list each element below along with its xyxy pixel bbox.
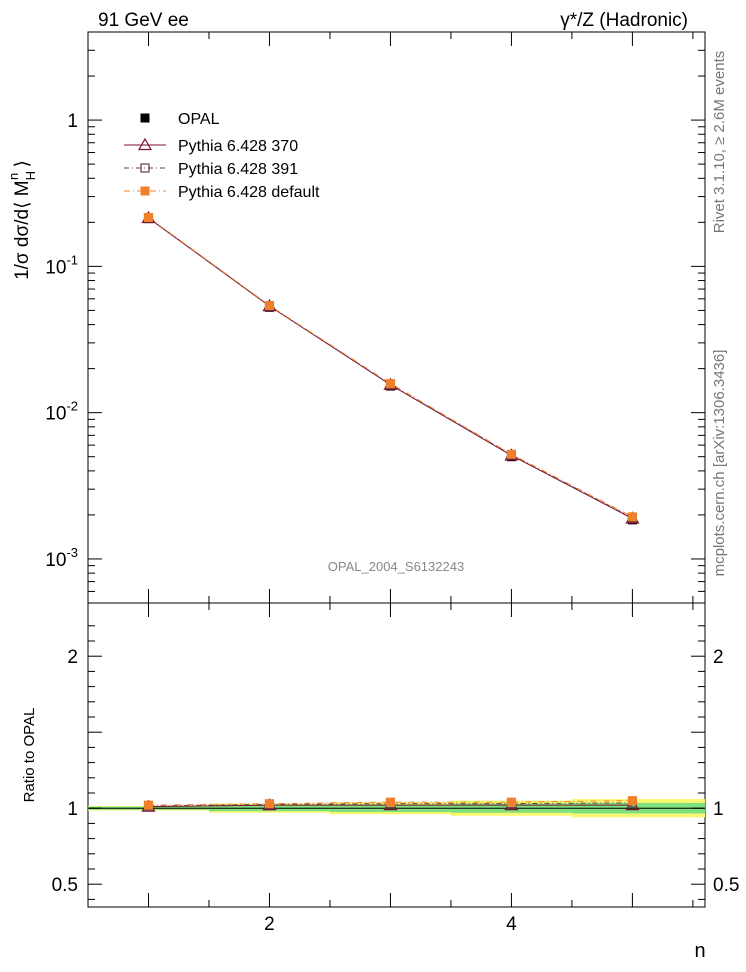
main-series-line [148, 217, 633, 518]
ratio-series-line [148, 800, 633, 806]
legend: OPAL Pythia 6.428 370 Pythia 6.428 391 Pyth… [124, 111, 320, 201]
ratio-data-point [143, 800, 153, 810]
x-tick-label: 4 [506, 914, 517, 935]
x-axis-label: n [694, 940, 705, 962]
ratio-data-point [264, 799, 274, 809]
legend-label: Pythia 6.428 391 [178, 161, 298, 178]
legend-marker [140, 113, 150, 123]
main-y-tick-label: 10-3 [45, 545, 78, 571]
legend-marker [140, 186, 150, 196]
legend-label: Pythia 6.428 default [178, 184, 320, 201]
main-data-point [264, 301, 274, 311]
ratio-data-point [506, 797, 516, 807]
legend-marker [137, 137, 153, 151]
analysis-id: OPAL_2004_S6132243 [328, 559, 464, 574]
ratio-y-tick-label: 0.5 [52, 875, 78, 896]
main-y-tick-label: 10-2 [45, 399, 78, 425]
main-data-point [385, 379, 395, 389]
main-data-point [506, 449, 516, 459]
main-y-tick-label: 1 [67, 111, 78, 132]
main-series-line [148, 217, 633, 519]
ratio-y-tick-label-right: 2 [713, 647, 724, 668]
ratio-panel-frame [87, 602, 706, 908]
main-y-tick-label: 10-1 [45, 252, 78, 278]
left-title: 91 GeV ee [98, 10, 189, 31]
ratio-y-tick-label-right: 0.5 [713, 875, 739, 896]
legend-marker [140, 163, 150, 173]
main-series-line [148, 217, 633, 519]
mcplots-label: mcplots.cern.ch [arXiv:1306.3436] [711, 350, 728, 577]
x-tick-label: 2 [264, 914, 275, 935]
main-data-point [627, 512, 637, 522]
legend-label: Pythia 6.428 370 [178, 138, 298, 155]
ratio-y-tick-label-right: 1 [713, 799, 724, 820]
main-data-point [143, 212, 153, 222]
ratio-data-point [627, 796, 637, 806]
legend-label: OPAL [178, 111, 220, 128]
ratio-y-tick-label: 2 [67, 647, 78, 668]
main-y-axis-label: 1/σ dσ/d⟨ MHn ⟩ [6, 160, 38, 280]
svg-text:1/σ dσ/d⟨ MHn ⟩: 1/σ dσ/d⟨ MHn ⟩ [6, 160, 38, 280]
ratio-data-point [385, 797, 395, 807]
ratio-y-tick-label: 1 [67, 799, 78, 820]
rivet-label: Rivet 3.1.10, ≥ 2.6M events [711, 51, 728, 234]
ratio-y-axis-label: Ratio to OPAL [21, 708, 38, 803]
right-title: γ*/Z (Hadronic) [560, 10, 688, 31]
